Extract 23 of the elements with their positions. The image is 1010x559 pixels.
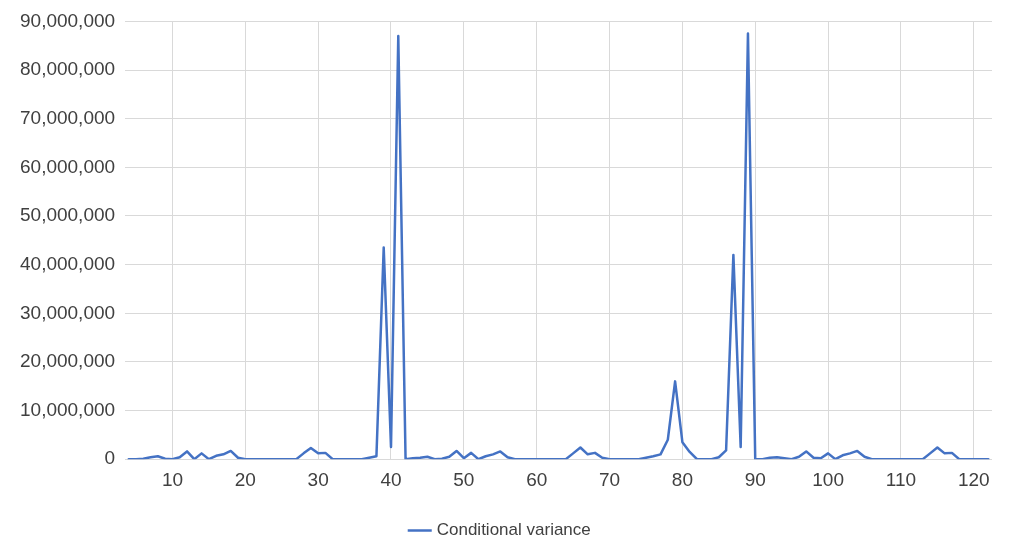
legend-label: Conditional variance bbox=[436, 520, 591, 540]
x-tick-label: 120 bbox=[957, 468, 990, 490]
x-tick-label: 90 bbox=[744, 468, 766, 490]
x-tick-label: 40 bbox=[380, 468, 402, 490]
x-tick-label: 110 bbox=[885, 468, 917, 490]
y-tick-label: 70,000,000 bbox=[20, 106, 116, 128]
x-tick-label: 50 bbox=[453, 468, 475, 490]
y-tick-label: 30,000,000 bbox=[20, 301, 116, 323]
y-tick-label: 80,000,000 bbox=[20, 58, 116, 80]
x-tick-label: 70 bbox=[598, 468, 621, 490]
x-tick-label: 10 bbox=[161, 468, 184, 490]
y-tick-label: 40,000,000 bbox=[20, 252, 116, 274]
x-tick-label: 100 bbox=[812, 468, 844, 490]
x-tick-label: 80 bbox=[671, 468, 693, 490]
x-tick-label: 20 bbox=[234, 468, 256, 490]
x-tick-label: 30 bbox=[307, 468, 329, 490]
y-tick-label: 0 bbox=[104, 447, 116, 469]
y-tick-label: 50,000,000 bbox=[20, 204, 116, 226]
y-tick-label: 90,000,000 bbox=[20, 9, 116, 31]
y-tick-label: 60,000,000 bbox=[20, 155, 116, 177]
x-tick-label: 60 bbox=[526, 468, 548, 490]
y-tick-label: 20,000,000 bbox=[20, 350, 116, 372]
y-tick-label: 10,000,000 bbox=[20, 398, 116, 420]
